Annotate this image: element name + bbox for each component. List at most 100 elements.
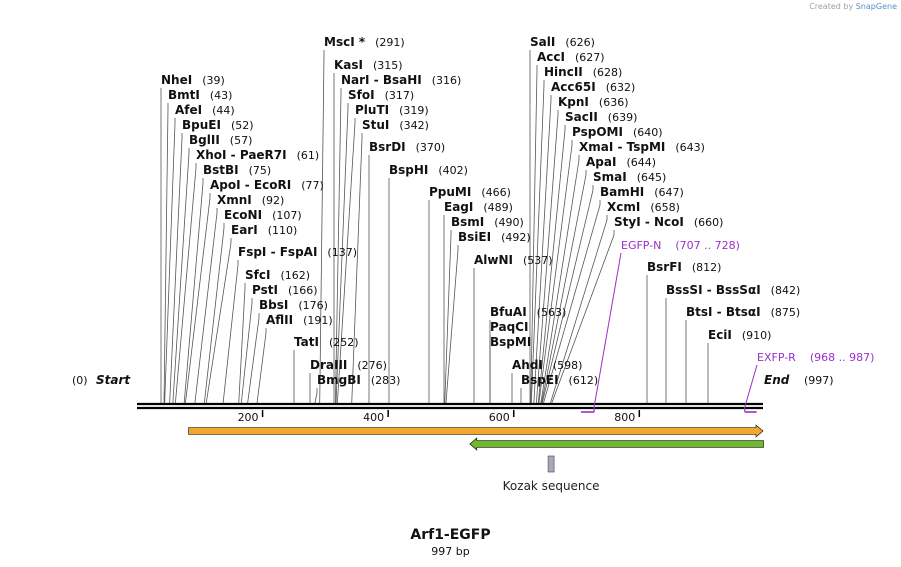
enzyme-site-label[interactable]: FspI - FspAI (137) [238, 245, 357, 259]
enzyme-position: (317) [385, 89, 415, 102]
enzyme-site-label[interactable]: XcmI (658) [607, 200, 680, 214]
feature-arrow-forward[interactable] [188, 424, 764, 438]
enzyme-position: (291) [375, 36, 405, 49]
enzyme-site-label[interactable]: AfeI (44) [175, 103, 235, 117]
enzyme-leader [535, 110, 559, 405]
primer-name: EGFP-N [621, 239, 661, 252]
enzyme-site-label[interactable]: SmaI (645) [593, 170, 666, 184]
enzyme-position: (61) [297, 149, 320, 162]
enzyme-name: BamHI [600, 185, 644, 199]
enzyme-site-label[interactable]: BmgBI (283) [317, 373, 400, 387]
enzyme-name: HincII [544, 65, 583, 79]
enzyme-site-label[interactable]: BsmI (490) [451, 215, 524, 229]
enzyme-site-label[interactable]: BspHI (402) [389, 163, 468, 177]
enzyme-leader [537, 125, 566, 405]
sequence-length: 997 bp [431, 545, 470, 558]
enzyme-site-label[interactable]: Acc65I (632) [551, 80, 635, 94]
enzyme-site-label[interactable]: ApaI (644) [586, 155, 656, 169]
enzyme-site-label[interactable]: PspOMI (640) [572, 125, 663, 139]
enzyme-site-label[interactable]: PpuMI (466) [429, 185, 511, 199]
enzyme-site-label[interactable]: BsrFI (812) [647, 260, 721, 274]
enzyme-site-label[interactable]: BssSI - BssSαI (842) [666, 283, 800, 297]
enzyme-site-label[interactable]: PluTI (319) [355, 103, 429, 117]
enzyme-site-label[interactable]: EcoNI (107) [224, 208, 302, 222]
enzyme-site-label[interactable]: ApoI - EcoRI (77) [210, 178, 324, 192]
enzyme-position: (137) [327, 246, 357, 259]
enzyme-site-label[interactable]: BamHI (647) [600, 185, 684, 199]
enzyme-name: BtsI - BtsαI [686, 305, 761, 319]
enzyme-position: (492) [501, 231, 531, 244]
enzyme-site-label[interactable]: MscI * (291) [324, 35, 405, 49]
enzyme-site-label[interactable]: BmtI (43) [168, 88, 232, 102]
enzyme-leader [551, 230, 615, 405]
enzyme-site-label[interactable]: EagI (489) [444, 200, 513, 214]
enzyme-site-label[interactable]: BglII (57) [189, 133, 252, 147]
enzyme-site-label[interactable]: EarI (110) [231, 223, 297, 237]
enzyme-leader [194, 208, 218, 405]
sequence-ends: (0) Start End (997) [72, 373, 834, 387]
enzyme-leader-lines [160, 50, 709, 405]
enzyme-site-label[interactable]: KasI (315) [334, 58, 403, 72]
enzyme-name: PluTI [355, 103, 389, 117]
enzyme-position: (563) [537, 306, 567, 319]
enzyme-site-label[interactable]: KpnI (636) [558, 95, 629, 109]
enzyme-site-label[interactable]: SalI (626) [530, 35, 595, 49]
enzyme-position: (658) [650, 201, 680, 214]
enzyme-name: MscI * [324, 35, 366, 49]
enzyme-site-label[interactable]: SfoI (317) [348, 88, 414, 102]
enzyme-site-label[interactable]: XhoI - PaeR7I (61) [196, 148, 319, 162]
enzyme-name: TatI [294, 335, 319, 349]
enzyme-position: (490) [494, 216, 524, 229]
enzyme-site-label[interactable]: TatI (252) [294, 335, 359, 349]
enzyme-site-label[interactable]: BspEI (612) [521, 373, 598, 387]
enzyme-site-label[interactable]: StyI - NcoI (660) [614, 215, 723, 229]
enzyme-site-label[interactable]: EciI (910) [708, 328, 771, 342]
enzyme-site-label[interactable]: AflII (191) [266, 313, 333, 327]
enzyme-leader [549, 215, 608, 405]
enzyme-site-label[interactable]: BpuEI (52) [182, 118, 254, 132]
enzyme-site-label[interactable]: NarI - BsaHI (316) [341, 73, 461, 87]
enzyme-name: AflII [266, 313, 293, 327]
enzyme-site-label[interactable]: PaqCI [490, 320, 528, 334]
enzyme-name: PspOMI [572, 125, 623, 139]
enzyme-site-label[interactable]: StuI (342) [362, 118, 429, 132]
enzyme-leader [205, 238, 232, 405]
dna-backbone [137, 402, 763, 410]
enzyme-site-label[interactable]: SfcI (162) [245, 268, 310, 282]
enzyme-position: (57) [230, 134, 253, 147]
enzyme-site-label[interactable]: BfuAI (563) [490, 305, 566, 319]
feature-arrow-reverse[interactable] [469, 437, 764, 451]
enzyme-site-label[interactable]: HincII (628) [544, 65, 622, 79]
enzyme-site-label[interactable]: BtsI - BtsαI (875) [686, 305, 800, 319]
enzyme-leader [445, 245, 459, 405]
enzyme-position: (644) [626, 156, 656, 169]
enzyme-site-label[interactable]: XmaI - TspMI (643) [579, 140, 705, 154]
enzyme-leader [169, 133, 183, 405]
primer-label[interactable]: EXFP-R (968 .. 987) [757, 351, 874, 364]
enzyme-site-label[interactable]: BstBI (75) [203, 163, 271, 177]
enzyme-position: (107) [272, 209, 302, 222]
enzyme-site-label[interactable]: BsiEI (492) [458, 230, 531, 244]
enzyme-name: BspEI [521, 373, 559, 387]
enzyme-leader [319, 50, 325, 405]
enzyme-site-label[interactable]: DraIII (276) [310, 358, 387, 372]
enzyme-site-label[interactable]: XmnI (92) [217, 193, 284, 207]
axis-tick-label: 600 [489, 411, 510, 424]
enzyme-name: BspMI [490, 335, 531, 349]
enzyme-site-label[interactable]: BspMI [490, 335, 531, 349]
primer-label[interactable]: EGFP-N (707 .. 728) [621, 239, 740, 252]
feature-label: Kozak sequence [503, 479, 600, 493]
enzyme-leader [184, 193, 211, 405]
enzyme-site-label[interactable]: PstI (166) [252, 283, 318, 297]
enzyme-site-label[interactable]: AccI (627) [537, 50, 605, 64]
feature-box[interactable] [547, 455, 555, 473]
enzyme-site-label[interactable]: SacII (639) [565, 110, 637, 124]
enzyme-site-label[interactable]: AlwNI (537) [474, 253, 553, 267]
enzyme-site-label[interactable]: AhdI (598) [512, 358, 582, 372]
enzyme-site-label[interactable]: NheI (39) [161, 73, 225, 87]
enzyme-name: SmaI [593, 170, 627, 184]
enzyme-leader [533, 95, 552, 405]
enzyme-site-label[interactable]: BbsI (176) [259, 298, 328, 312]
enzyme-site-label[interactable]: BsrDI (370) [369, 140, 445, 154]
enzyme-name: BstBI [203, 163, 239, 177]
